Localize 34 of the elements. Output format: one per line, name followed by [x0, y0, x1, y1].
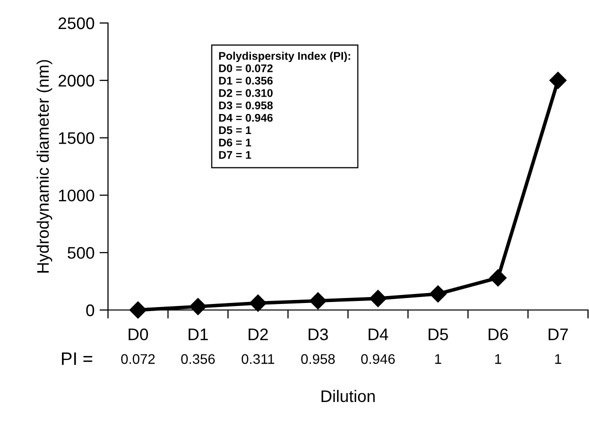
point — [489, 269, 507, 286]
point — [549, 72, 567, 89]
x-tick-label: D7 — [548, 328, 568, 340]
y-tick-label: 1500 — [59, 132, 94, 144]
point — [309, 292, 327, 310]
y-tick-label: 2000 — [58, 74, 94, 87]
point — [249, 294, 267, 312]
text: 0.946 — [361, 354, 395, 364]
text: Polydispersity Index (PI): D0 = 0.072 D1 = 0.356 D2 = 0.310 D3 = 0.958 D4 = 0.946 D5 = 1 D6 = 1 D7 = 1 — [219, 52, 350, 159]
y-tick-label: 0 — [86, 304, 94, 316]
x-tick-label: D2 — [248, 328, 268, 340]
x-tick-label: D1 — [188, 328, 208, 340]
text: 1 — [495, 354, 502, 364]
text: 1 — [435, 354, 442, 364]
x-tick-label: D0 — [128, 328, 148, 340]
y-tick-label: 1000 — [59, 190, 94, 202]
text: 0.958 — [301, 354, 335, 364]
text: 0.072 — [121, 354, 155, 364]
y-tick-label: 2500 — [58, 17, 94, 30]
x-axis-title: Dilution — [322, 390, 375, 402]
text: PI = — [62, 352, 92, 365]
x-tick-label: D4 — [368, 328, 388, 340]
x-tick-label: D6 — [488, 328, 508, 340]
point — [369, 290, 387, 308]
point — [189, 298, 207, 316]
point — [429, 285, 447, 302]
text: 0.356 — [181, 354, 215, 364]
y-tick-label: 500 — [68, 247, 94, 259]
point — [129, 301, 147, 319]
x-tick-label: D5 — [428, 328, 448, 340]
text: 0.311 — [242, 354, 274, 364]
text: 1 — [555, 354, 562, 364]
x-tick-label: D3 — [308, 328, 328, 340]
y-axis-title: Hydrodynamic diameter (nm) — [36, 60, 52, 273]
